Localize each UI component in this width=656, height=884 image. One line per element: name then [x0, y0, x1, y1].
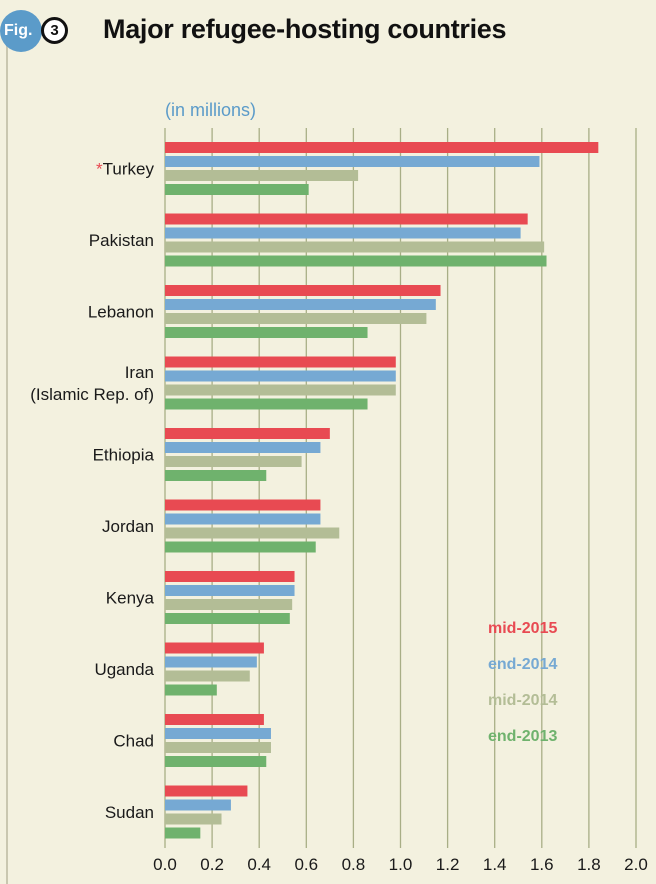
bar-mid-2014	[165, 384, 396, 396]
x-tick-label: 1.0	[389, 855, 413, 874]
bar-end-2013	[165, 255, 547, 267]
bar-mid-2015	[165, 213, 528, 225]
x-tick-label: 0.4	[247, 855, 271, 874]
bar-end-2014	[165, 799, 231, 811]
legend-item-mid-2014: mid-2014	[488, 692, 557, 709]
x-tick-label: 1.4	[483, 855, 507, 874]
bar-layer	[165, 142, 599, 839]
bar-end-2014	[165, 585, 295, 596]
x-tick-label: 0.6	[294, 855, 318, 874]
category-label: Pakistan	[89, 231, 154, 250]
bar-mid-2014	[165, 813, 222, 825]
bar-mid-2014	[165, 670, 250, 682]
units-label: (in millions)	[165, 100, 257, 120]
bar-mid-2014	[165, 599, 293, 610]
figure-badge: Fig.	[0, 10, 42, 52]
x-tick-label: 0.8	[342, 855, 366, 874]
bar-mid-2015	[165, 142, 599, 153]
category-label: Iran	[125, 363, 154, 382]
bar-end-2013	[165, 827, 201, 839]
figure-number: 3	[41, 17, 68, 44]
category-label: Sudan	[105, 803, 154, 822]
bar-mid-2015	[165, 428, 330, 439]
category-label: Ethiopia	[93, 446, 155, 465]
legend-item-mid-2015: mid-2015	[488, 620, 557, 637]
x-tick-layer: 0.0 0.2 0.4 0.6 0.8 1.0 1.2 1.4 1.6 1.8 2.0	[153, 855, 648, 874]
x-tick-label: 1.2	[436, 855, 460, 874]
bar-end-2013	[165, 398, 368, 410]
bar-end-2014	[165, 513, 321, 525]
bar-mid-2015	[165, 285, 441, 296]
x-tick-label: 1.6	[530, 855, 554, 874]
category-label: *Turkey	[96, 160, 154, 179]
bar-mid-2014	[165, 170, 359, 181]
bar-mid-2015	[165, 571, 295, 582]
bar-end-2013	[165, 327, 368, 338]
x-tick-label: 0.0	[153, 855, 177, 874]
bar-end-2013	[165, 756, 267, 767]
bar-mid-2015	[165, 714, 264, 725]
category-label: (Islamic Rep. of)	[30, 385, 154, 404]
bar-end-2013	[165, 470, 267, 481]
category-label: Lebanon	[88, 303, 154, 322]
x-tick-label: 2.0	[624, 855, 648, 874]
left-border-rule	[6, 40, 8, 884]
bar-end-2014	[165, 299, 436, 310]
bar-mid-2014	[165, 456, 302, 467]
bar-mid-2015	[165, 642, 264, 654]
x-tick-label: 1.8	[577, 855, 601, 874]
bar-end-2013	[165, 613, 290, 624]
legend: mid-2015 end-2014 mid-2014 end-2013	[488, 620, 557, 745]
bar-mid-2014	[165, 241, 545, 253]
bar-end-2013	[165, 184, 309, 195]
x-tick-label: 0.2	[200, 855, 224, 874]
legend-item-end-2014: end-2014	[488, 656, 557, 673]
bar-end-2014	[165, 227, 521, 239]
bar-end-2013	[165, 684, 217, 696]
bar-mid-2014	[165, 527, 340, 539]
category-label: Uganda	[94, 660, 154, 679]
bar-mid-2015	[165, 785, 248, 797]
bar-mid-2014	[165, 313, 427, 324]
category-label: Chad	[113, 732, 154, 751]
legend-item-end-2013: end-2013	[488, 728, 557, 745]
category-label: Jordan	[102, 517, 154, 536]
bar-end-2014	[165, 442, 321, 453]
bar-end-2014	[165, 656, 257, 668]
category-label: Kenya	[106, 589, 155, 608]
category-label-layer: *Turkey Pakistan Lebanon Iran (Islamic Rep. …	[30, 160, 154, 823]
bar-end-2013	[165, 541, 316, 553]
bar-mid-2015	[165, 356, 396, 368]
category-name: Turkey	[103, 160, 155, 179]
bar-end-2014	[165, 728, 271, 739]
chart-title: Major refugee-hosting countries	[103, 14, 507, 44]
bar-mid-2014	[165, 742, 271, 753]
asterisk-marker: *	[96, 160, 103, 179]
bar-mid-2015	[165, 499, 321, 511]
bar-end-2014	[165, 370, 396, 382]
bar-end-2014	[165, 156, 540, 167]
